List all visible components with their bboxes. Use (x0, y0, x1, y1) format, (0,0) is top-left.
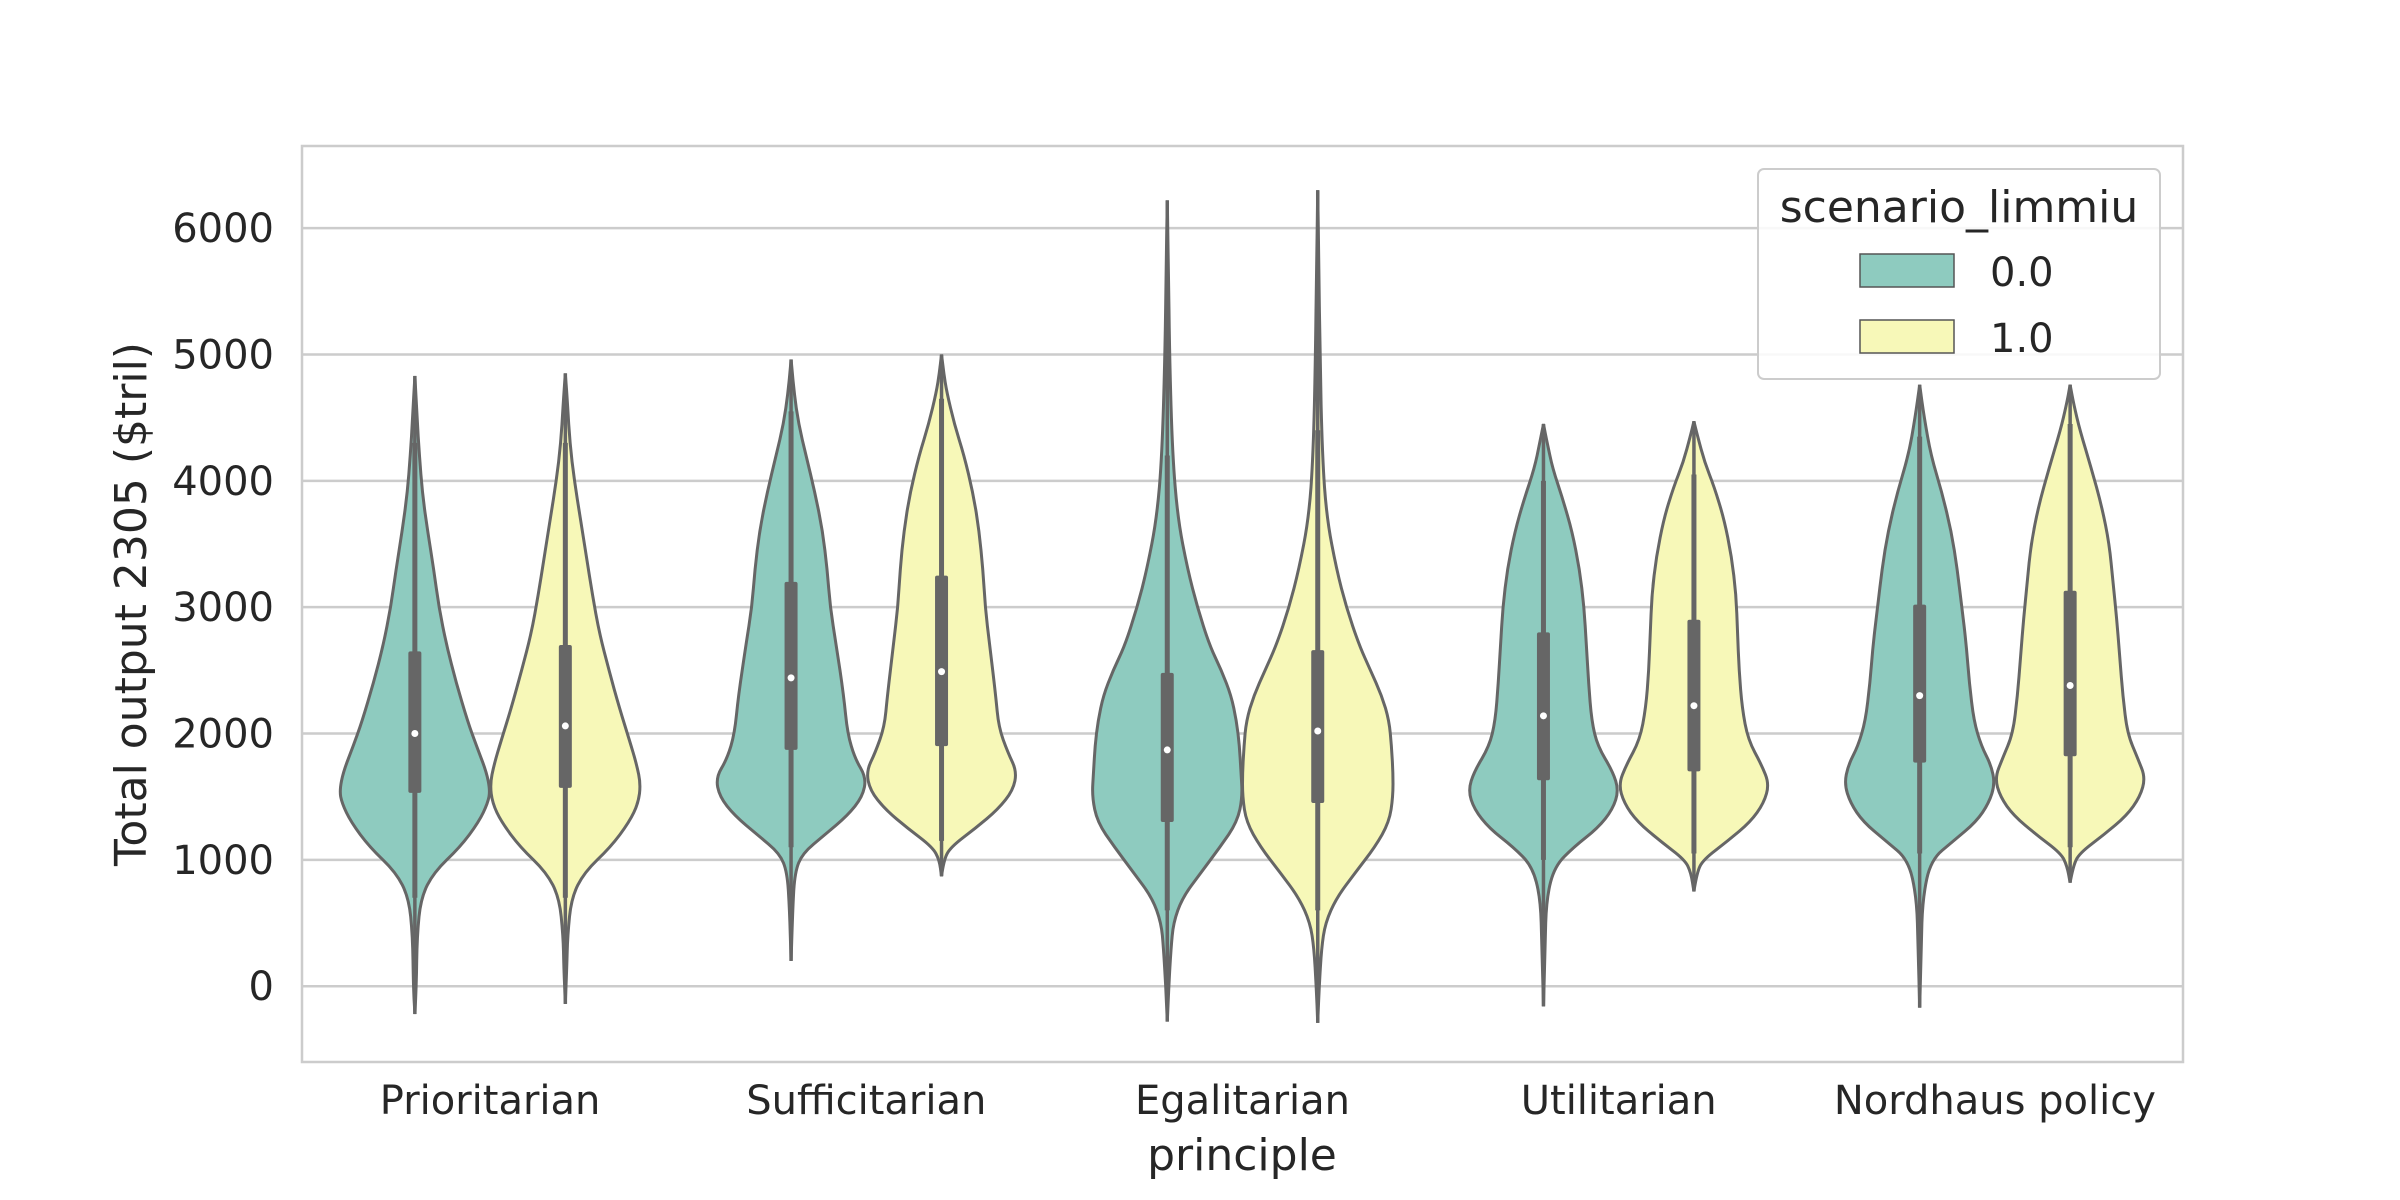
y-tick-label-0: 0 (249, 964, 274, 1010)
x-tick-label-0: Prioritarian (380, 1078, 601, 1124)
median-dot-0-3 (1539, 712, 1547, 720)
legend-label-1-0: 1.0 (1990, 316, 2054, 362)
iqr-box-1-3 (1687, 619, 1701, 772)
median-dot-1-0 (561, 722, 569, 730)
y-tick-label-2000: 2000 (172, 712, 274, 758)
median-dot-0-2 (1163, 746, 1171, 754)
legend-swatch-0-0 (1859, 253, 1955, 288)
iqr-box-0-1 (784, 581, 798, 750)
violins (338, 190, 2146, 1023)
median-dot-0-4 (1916, 692, 1924, 700)
x-tick-label-2: Egalitarian (1135, 1078, 1350, 1124)
iqr-box-1-2 (1311, 650, 1325, 803)
y-tick-label-5000: 5000 (172, 332, 274, 378)
median-dot-0-1 (787, 674, 795, 682)
iqr-box-0-3 (1536, 632, 1550, 781)
x-tick-label-3: Utilitarian (1521, 1078, 1717, 1124)
x-axis-label: principle (1147, 1130, 1337, 1181)
y-tick-label-3000: 3000 (172, 585, 274, 631)
iqr-box-0-0 (408, 651, 422, 793)
median-dot-0-0 (411, 730, 419, 738)
iqr-box-0-4 (1913, 604, 1927, 763)
y-tick-labels: 0 1000 2000 3000 4000 5000 6000 (172, 206, 274, 1010)
legend-label-0-0: 0.0 (1990, 250, 2054, 296)
legend-swatch-1-0 (1859, 319, 1955, 354)
legend-title: scenario_limmiu (1780, 182, 2139, 233)
plot-frame (300, 144, 2185, 1064)
y-tick-label-6000: 6000 (172, 206, 274, 252)
y-axis-label: Total output 2305 ($tril) (106, 342, 157, 867)
median-dot-1-2 (1314, 727, 1322, 735)
y-tick-label-1000: 1000 (172, 838, 274, 884)
x-tick-label-4: Nordhaus policy (1834, 1078, 2156, 1124)
x-tick-label-1: Sufficitarian (746, 1078, 986, 1124)
legend-box (1757, 168, 2161, 380)
median-dot-1-3 (1690, 702, 1698, 710)
iqr-box-1-0 (558, 645, 572, 788)
iqr-box-1-4 (2063, 590, 2077, 757)
median-dot-1-4 (2066, 681, 2074, 689)
iqr-box-1-1 (935, 575, 949, 747)
median-dot-1-1 (938, 668, 946, 676)
y-tick-label-4000: 4000 (172, 459, 274, 505)
x-tick-labels: Prioritarian Sufficitarian Egalitarian Util… (380, 1078, 2156, 1124)
legend: scenario_limmiu 0.0 1.0 (1757, 168, 2161, 380)
